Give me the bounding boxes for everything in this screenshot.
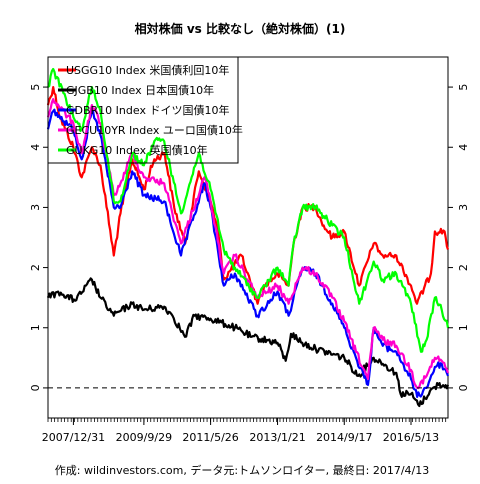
y-tick-label-left: 4 xyxy=(29,144,42,151)
y-tick-label-right: 4 xyxy=(457,144,470,151)
x-tick-label: 2011/5/26 xyxy=(182,431,238,444)
plot-frame xyxy=(47,56,449,419)
series-layer xyxy=(46,67,450,408)
y-tick-label-right: 1 xyxy=(457,324,470,331)
x-tick-label: 2009/9/29 xyxy=(116,431,172,444)
y-tick-label-right: 3 xyxy=(457,204,470,211)
series-line-2 xyxy=(46,277,450,408)
legend-label: GECU10YR Index ユーロ国債10年 xyxy=(66,123,243,137)
legend-label: USGG10 Index 米国債利回10年 xyxy=(66,63,229,77)
axis-layer: 0 0 1 1 2 2 3 3 4 4 5 5 2007/12/31 2009/9/29 2011/5/26… xyxy=(29,84,470,444)
y-tick-label-left: 0 xyxy=(29,384,42,391)
legend-label: GUKG10 Index 英国債10年 xyxy=(66,143,208,157)
x-tick-label: 2014/9/17 xyxy=(316,431,372,444)
y-tick-label-left: 1 xyxy=(29,324,42,331)
y-tick-label-right: 2 xyxy=(457,264,470,271)
x-tick-label: 2007/12/31 xyxy=(42,431,105,444)
y-tick-label-right: 5 xyxy=(457,84,470,91)
series-line-3 xyxy=(46,108,450,398)
legend-box xyxy=(47,56,239,164)
chart-title: 相対株価 vs 比較なし（絶対株価）(1) xyxy=(135,21,346,36)
y-tick-label-left: 5 xyxy=(29,84,42,91)
legend-label: GDBR10 Index ドイツ国債10年 xyxy=(66,103,229,117)
legend-label: GJGB10 Index 日本国債10年 xyxy=(66,83,214,97)
x-tick-label: 2013/1/21 xyxy=(249,431,305,444)
series-line-1 xyxy=(46,86,450,305)
y-tick-label-left: 2 xyxy=(29,264,42,271)
chart-caption: 作成: wildinvestors.com, データ元:トムソンロイター, 最終… xyxy=(55,463,429,477)
y-tick-label-right: 0 xyxy=(457,384,470,391)
series-line-5 xyxy=(47,67,450,353)
y-tick-label-left: 3 xyxy=(29,204,42,211)
legend: USGG10 Index 米国債利回10年 GJGB10 Index 日本国債10… xyxy=(47,56,243,164)
x-tick-label: 2016/5/13 xyxy=(383,431,439,444)
series-line-4 xyxy=(46,98,450,390)
